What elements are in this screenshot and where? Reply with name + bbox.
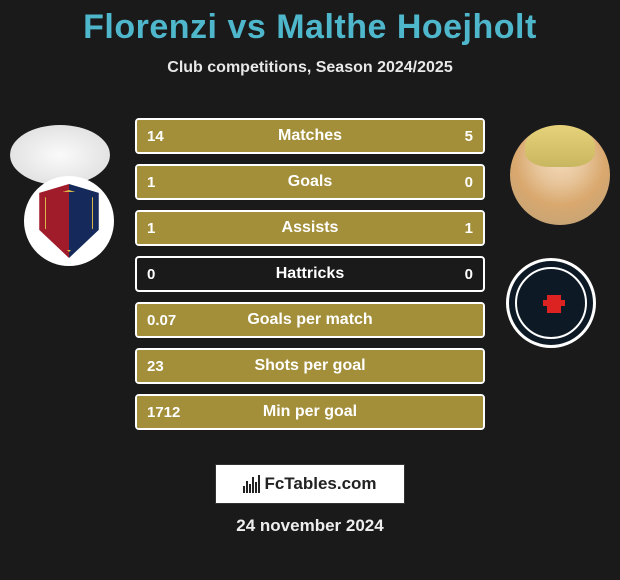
page-title: Florenzi vs Malthe Hoejholt xyxy=(0,0,620,47)
chart-icon xyxy=(243,475,260,493)
stat-row: 10Goals xyxy=(135,164,485,200)
stat-row: 23Shots per goal xyxy=(135,348,485,384)
footer-brand-text: FcTables.com xyxy=(264,474,376,494)
cosenza-shield-icon xyxy=(38,184,100,258)
stat-row: 00Hattricks xyxy=(135,256,485,292)
subtitle: Club competitions, Season 2024/2025 xyxy=(0,59,620,77)
player-right-avatar xyxy=(510,125,610,225)
stat-label: Goals xyxy=(137,173,483,191)
stat-row: 11Assists xyxy=(135,210,485,246)
stat-label: Hattricks xyxy=(137,265,483,283)
club-left-badge xyxy=(24,176,114,266)
footer-brand[interactable]: FcTables.com xyxy=(215,464,405,504)
club-right-badge xyxy=(506,258,596,348)
stat-label: Matches xyxy=(137,127,483,145)
stat-label: Assists xyxy=(137,219,483,237)
avatar-photo-icon xyxy=(510,125,610,225)
stat-label: Shots per goal xyxy=(137,357,483,375)
stat-row: 0.07Goals per match xyxy=(135,302,485,338)
stat-row: 145Matches xyxy=(135,118,485,154)
stat-row: 1712Min per goal xyxy=(135,394,485,430)
date-text: 24 november 2024 xyxy=(0,516,620,536)
pisa-cross-icon xyxy=(547,295,561,313)
stat-label: Goals per match xyxy=(137,311,483,329)
stat-label: Min per goal xyxy=(137,403,483,421)
stats-container: 145Matches 10Goals 11Assists 00Hattricks 0.0… xyxy=(135,118,485,440)
